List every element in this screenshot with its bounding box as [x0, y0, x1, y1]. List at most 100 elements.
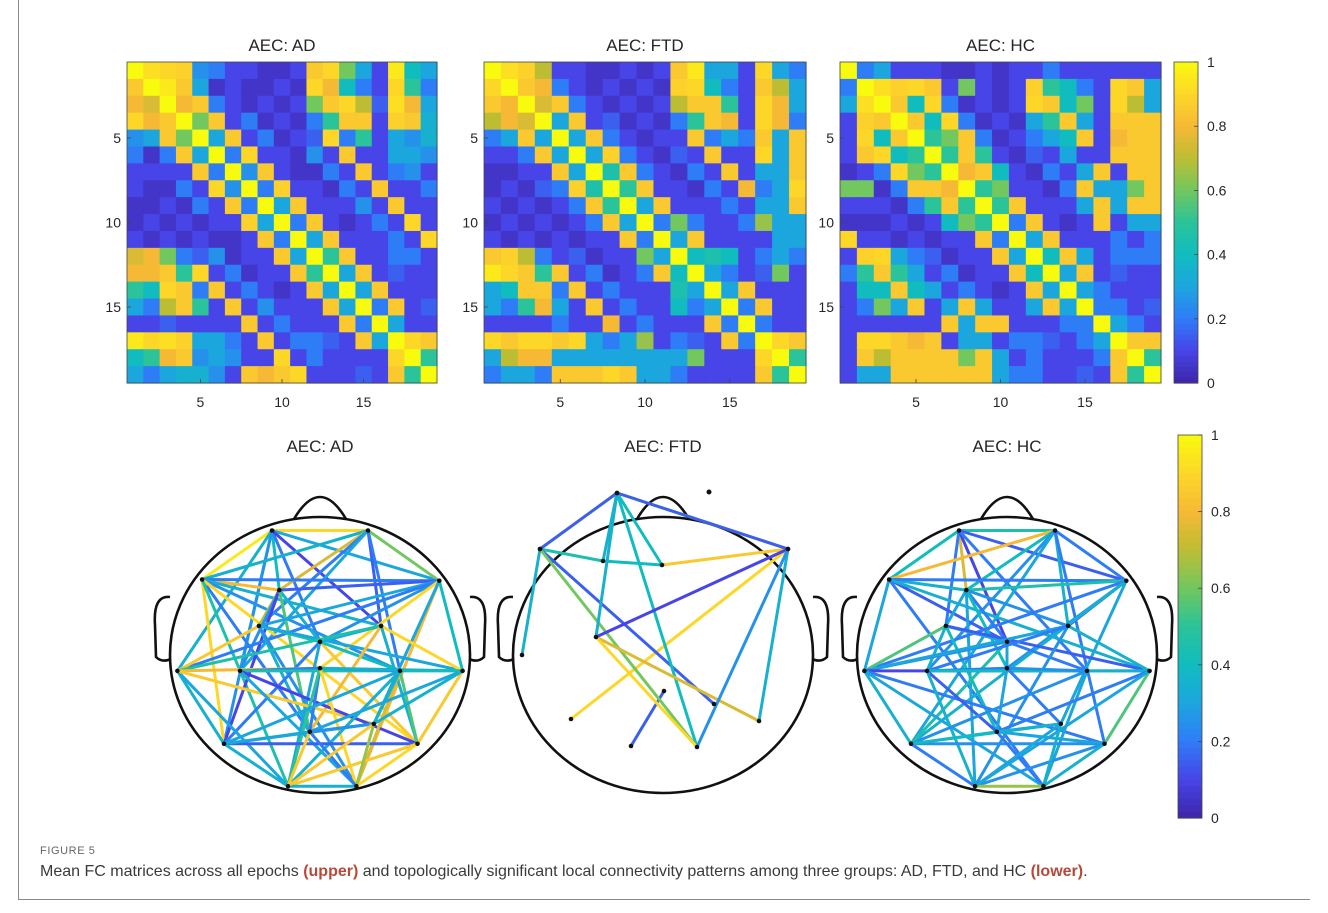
heatmap-cell: [789, 281, 807, 300]
heatmap-cell: [1127, 281, 1145, 300]
electrode-node: [371, 721, 377, 727]
heatmap-cell: [404, 78, 422, 97]
heatmap-cell: [755, 112, 773, 131]
heatmap-cell: [1076, 264, 1095, 283]
heatmap-cell: [143, 247, 161, 266]
heatmap-cell: [143, 332, 161, 350]
heatmap-cell: [602, 146, 621, 164]
heatmap-cell: [1127, 112, 1145, 131]
heatmap-cell: [290, 62, 308, 80]
heatmap-cell: [355, 62, 373, 80]
heatmap-cell: [704, 112, 722, 131]
heatmap-cell: [355, 197, 373, 215]
heatmap-cell: [192, 247, 210, 266]
connectivity-edge: [862, 578, 891, 673]
heatmap-cell: [143, 230, 161, 249]
heatmap-cell: [975, 197, 993, 215]
heatmap-cell: [636, 298, 655, 317]
colorbar-segment: [1178, 677, 1202, 685]
heatmap-cell: [1127, 247, 1145, 266]
heatmap-cell: [602, 95, 621, 114]
colorbar-segment: [1178, 639, 1202, 647]
connectivity-edge: [175, 669, 290, 788]
heatmap-cell: [1127, 332, 1145, 350]
heatmap-cell: [1144, 264, 1162, 283]
heatmap-cell: [738, 214, 756, 232]
heatmap-cell: [602, 62, 621, 80]
heatmap-cell: [755, 230, 773, 249]
heatmap-cell: [1127, 163, 1145, 181]
heatmap-cell: [500, 197, 519, 215]
heatmap-cell: [208, 197, 226, 215]
heatmap-cell: [1110, 95, 1128, 114]
heatmap-cell: [738, 62, 756, 80]
heatmap-cell: [1144, 247, 1162, 266]
heatmap-cell: [873, 349, 892, 367]
heatmap-cell: [290, 349, 308, 367]
heatmap-cell: [355, 366, 373, 384]
heatmap-cell: [241, 197, 259, 215]
heatmap-cell: [306, 78, 324, 97]
heatmap-cell: [1093, 298, 1111, 317]
connectivity-edge: [308, 624, 383, 734]
colorbar-segment: [1174, 126, 1198, 133]
heatmap-cell: [273, 62, 291, 80]
heatmap-cell: [975, 349, 993, 367]
heatmap-cell: [721, 62, 739, 80]
heatmap-cell: [602, 298, 621, 317]
colorbar-segment: [1174, 361, 1198, 368]
heatmap-cell: [1144, 146, 1162, 164]
heatmap-cell: [653, 180, 672, 198]
heatmap-cell: [322, 163, 340, 181]
heatmap-cell: [653, 366, 672, 384]
heatmap-cell: [907, 230, 926, 249]
colorbar-segment: [1178, 620, 1202, 628]
heatmap-cell: [958, 146, 976, 164]
heatmap-cell: [1144, 197, 1162, 215]
connectivity-edge: [695, 547, 790, 749]
connectivity-edge: [308, 730, 358, 788]
heatmap-cell: [551, 180, 570, 198]
heatmap-cell: [890, 315, 909, 333]
connectivity-edge: [862, 669, 913, 746]
connectivity-edge: [238, 529, 370, 673]
heatmap-cell: [941, 78, 959, 97]
heatmap-cell: [371, 180, 389, 198]
heatmap-cell: [1144, 163, 1162, 181]
heatmap-cell: [322, 366, 340, 384]
heatmap-cell: [339, 78, 357, 97]
heatmap-cell: [856, 366, 875, 384]
heatmap-cell: [534, 264, 553, 283]
heatmap-cell: [1144, 281, 1162, 300]
heatmap-cell: [840, 163, 858, 181]
heatmap-2: AEC: FTD 5 10 15 5 10 15: [462, 36, 807, 410]
heatmap-cell: [534, 366, 553, 384]
heatmap-cell: [890, 264, 909, 283]
heatmap-cell: [127, 315, 144, 333]
heatmap-cell: [873, 112, 892, 131]
heatmap-cell: [738, 366, 756, 384]
heatmap-cell: [208, 180, 226, 198]
heatmap-cell: [772, 281, 790, 300]
connectivity-edge: [909, 742, 977, 788]
heatmap-cell: [585, 315, 604, 333]
connectivity-edge: [222, 669, 402, 746]
heatmap-cell: [388, 315, 405, 333]
heatmap-cell: [907, 146, 926, 164]
heatmap-cell: [192, 332, 210, 350]
heatmap-cell: [159, 129, 177, 148]
connectivity-edge: [957, 529, 1128, 583]
colorbar-tick-label: 0: [1211, 810, 1219, 826]
colorbar-segment: [1178, 588, 1202, 596]
colorbar-segment: [1174, 265, 1198, 272]
heatmap-cell: [484, 112, 502, 131]
connectivity-edge: [887, 578, 1045, 788]
nose-outline: [979, 495, 1035, 520]
heatmap-cell: [585, 146, 604, 164]
heatmap-cell: [224, 197, 242, 215]
heatmap-cell: [371, 332, 389, 350]
heatmap-cell: [404, 349, 422, 367]
heatmap-cell: [551, 247, 570, 266]
colorbar-segment: [1178, 505, 1202, 513]
heatmap-cell: [738, 349, 756, 367]
